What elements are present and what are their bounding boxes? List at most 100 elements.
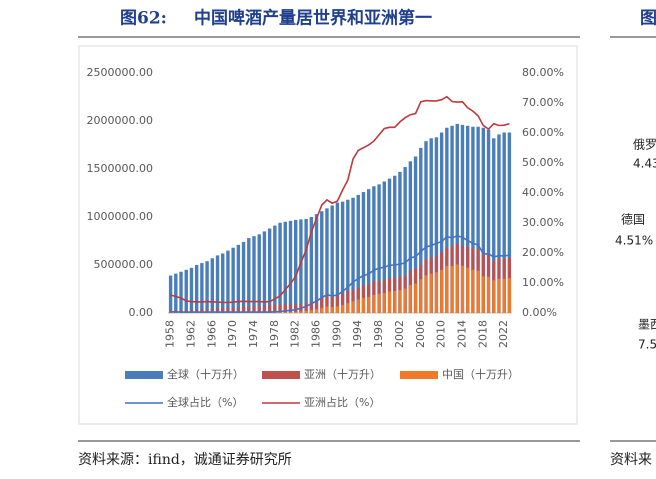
y2-tick-label: 70.00% xyxy=(522,96,564,109)
bar xyxy=(445,127,449,313)
y2-tick-label: 60.00% xyxy=(522,126,564,139)
legend-swatch xyxy=(400,371,438,379)
x-tick-label: 2022 xyxy=(497,320,510,348)
bar xyxy=(440,269,444,313)
bar xyxy=(252,306,256,313)
bar xyxy=(434,272,438,313)
y-tick-label: 2500000.00 xyxy=(87,66,153,79)
x-tick-label: 1966 xyxy=(205,320,218,348)
x-tick-label: 2010 xyxy=(435,320,448,348)
bar xyxy=(278,304,282,313)
bar xyxy=(341,304,345,313)
bar xyxy=(372,186,376,313)
bar xyxy=(330,296,334,313)
bar xyxy=(419,147,423,313)
bar xyxy=(439,132,444,313)
bar xyxy=(366,189,371,313)
y2-tick-label: 20.00% xyxy=(522,246,564,259)
side-title: 图 xyxy=(640,9,656,29)
legend-label: 亚洲（十万升） xyxy=(304,367,381,381)
bar xyxy=(221,308,225,313)
line xyxy=(170,95,510,304)
bar xyxy=(445,265,449,313)
bar xyxy=(476,126,480,313)
legend-swatch xyxy=(125,371,163,379)
x-tick-label: 2002 xyxy=(393,320,406,348)
bar xyxy=(293,219,298,313)
bar xyxy=(424,141,428,313)
bar xyxy=(408,285,412,313)
bar xyxy=(299,311,303,313)
x-tick-label: 1990 xyxy=(330,320,343,348)
y-tick-label: 1000000.00 xyxy=(87,210,153,223)
bar xyxy=(205,261,209,313)
side-label: 7.5 xyxy=(638,338,656,352)
bar xyxy=(262,305,266,313)
bar xyxy=(393,291,397,313)
bar xyxy=(262,231,267,313)
y-tick-label: 2000000.00 xyxy=(87,114,153,127)
figure-number: 图62: xyxy=(120,9,167,29)
y-tick-label: 0.00 xyxy=(129,306,154,319)
bar xyxy=(481,127,486,313)
side-label: 墨西 xyxy=(638,318,656,332)
bar xyxy=(184,269,188,313)
source: 资料来源：ifind，诚通证券研究所 xyxy=(78,452,292,468)
bar xyxy=(351,197,355,313)
bar xyxy=(450,125,454,313)
line xyxy=(170,235,510,313)
bar xyxy=(216,308,220,313)
bar xyxy=(174,273,178,313)
bar xyxy=(388,291,392,313)
x-tick-label: 1998 xyxy=(372,320,385,348)
bar xyxy=(210,258,215,313)
bar xyxy=(377,184,381,313)
bar xyxy=(346,199,350,313)
bar xyxy=(247,238,251,313)
bar xyxy=(335,306,339,313)
bar xyxy=(408,161,413,313)
bar xyxy=(341,293,345,313)
bar xyxy=(169,310,173,313)
legend-label: 全球（十万升） xyxy=(167,367,244,381)
side-source: 资料来 xyxy=(610,452,652,468)
bar xyxy=(398,171,402,313)
side-label: 俄罗 xyxy=(633,138,656,152)
bar xyxy=(315,300,319,313)
bar xyxy=(465,125,470,313)
bar xyxy=(320,211,324,313)
bar xyxy=(189,267,194,313)
bar xyxy=(335,202,340,313)
bar xyxy=(361,192,366,313)
bar xyxy=(419,279,423,313)
bar xyxy=(367,296,371,313)
bar xyxy=(294,304,298,313)
y2-tick-label: 10.00% xyxy=(522,276,564,289)
bar xyxy=(466,267,470,313)
bar xyxy=(356,194,360,313)
bar xyxy=(314,214,319,313)
y2-tick-label: 80.00% xyxy=(522,66,564,79)
bar xyxy=(346,303,350,313)
bar xyxy=(403,167,407,313)
bar xyxy=(455,123,459,313)
bar xyxy=(309,310,313,313)
x-tick-label: 1978 xyxy=(268,320,281,348)
bar xyxy=(393,175,397,313)
x-tick-label: 2014 xyxy=(455,320,468,348)
bar xyxy=(320,298,324,313)
bar xyxy=(315,309,319,313)
bar xyxy=(241,241,246,313)
bar xyxy=(372,294,376,313)
y2-tick-label: 0.00% xyxy=(522,306,557,319)
bar xyxy=(330,205,334,313)
bar xyxy=(377,293,381,313)
side-label: 德国 xyxy=(621,212,645,227)
bar xyxy=(278,222,282,313)
plot: 0.00 500000.00 1000000.00 1500000.00 2000000… xyxy=(87,66,564,409)
bar xyxy=(361,297,365,313)
bar xyxy=(460,124,465,313)
bar xyxy=(471,269,475,313)
